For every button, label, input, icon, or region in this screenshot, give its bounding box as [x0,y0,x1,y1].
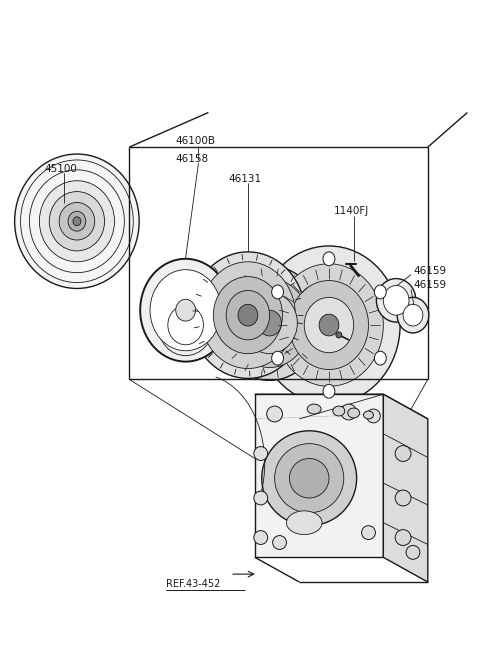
Ellipse shape [258,310,281,336]
Ellipse shape [403,305,423,326]
Ellipse shape [323,384,335,398]
Ellipse shape [176,299,195,321]
Text: 46131: 46131 [228,174,261,184]
Text: 46158: 46158 [176,154,209,164]
Text: 46159: 46159 [413,266,446,276]
Ellipse shape [367,409,380,423]
Ellipse shape [201,262,295,369]
Ellipse shape [273,536,287,550]
Ellipse shape [213,276,283,354]
Polygon shape [255,394,428,419]
Ellipse shape [254,531,268,544]
Ellipse shape [230,278,309,367]
Ellipse shape [168,305,204,345]
Ellipse shape [73,217,81,226]
Ellipse shape [39,181,114,262]
Ellipse shape [304,297,354,352]
Ellipse shape [374,285,386,299]
Ellipse shape [397,297,429,333]
Ellipse shape [275,264,384,386]
Text: 46100B: 46100B [176,136,216,146]
Ellipse shape [267,406,283,422]
Ellipse shape [140,259,231,362]
Ellipse shape [395,490,411,506]
Ellipse shape [238,305,258,326]
Ellipse shape [361,526,375,540]
Ellipse shape [395,445,411,461]
Ellipse shape [333,406,345,416]
Ellipse shape [158,294,213,356]
Ellipse shape [376,278,416,322]
Ellipse shape [319,314,339,336]
Ellipse shape [59,202,95,240]
Ellipse shape [49,192,105,251]
Ellipse shape [374,351,386,365]
Ellipse shape [287,511,322,534]
Ellipse shape [218,266,321,381]
Ellipse shape [254,447,268,460]
Ellipse shape [254,491,268,505]
Ellipse shape [289,280,369,369]
Ellipse shape [242,292,297,354]
Ellipse shape [272,351,284,365]
Ellipse shape [348,408,360,418]
Ellipse shape [307,404,321,414]
Ellipse shape [363,411,373,419]
Ellipse shape [275,443,344,513]
Ellipse shape [191,252,305,379]
Ellipse shape [272,285,284,299]
Ellipse shape [289,458,329,498]
Ellipse shape [262,431,357,526]
Polygon shape [255,394,384,557]
Ellipse shape [395,530,411,546]
Ellipse shape [258,246,400,404]
Ellipse shape [341,404,357,420]
Polygon shape [384,394,428,582]
Ellipse shape [336,332,342,338]
Ellipse shape [323,252,335,266]
Text: 45100: 45100 [44,164,77,174]
Ellipse shape [384,286,409,315]
Text: 1140FJ: 1140FJ [334,206,369,216]
Ellipse shape [226,290,270,340]
Ellipse shape [14,154,139,288]
Ellipse shape [68,212,86,231]
Ellipse shape [406,546,420,559]
Ellipse shape [150,270,221,350]
Text: 46159: 46159 [413,280,446,290]
Text: REF.43-452: REF.43-452 [166,579,220,589]
